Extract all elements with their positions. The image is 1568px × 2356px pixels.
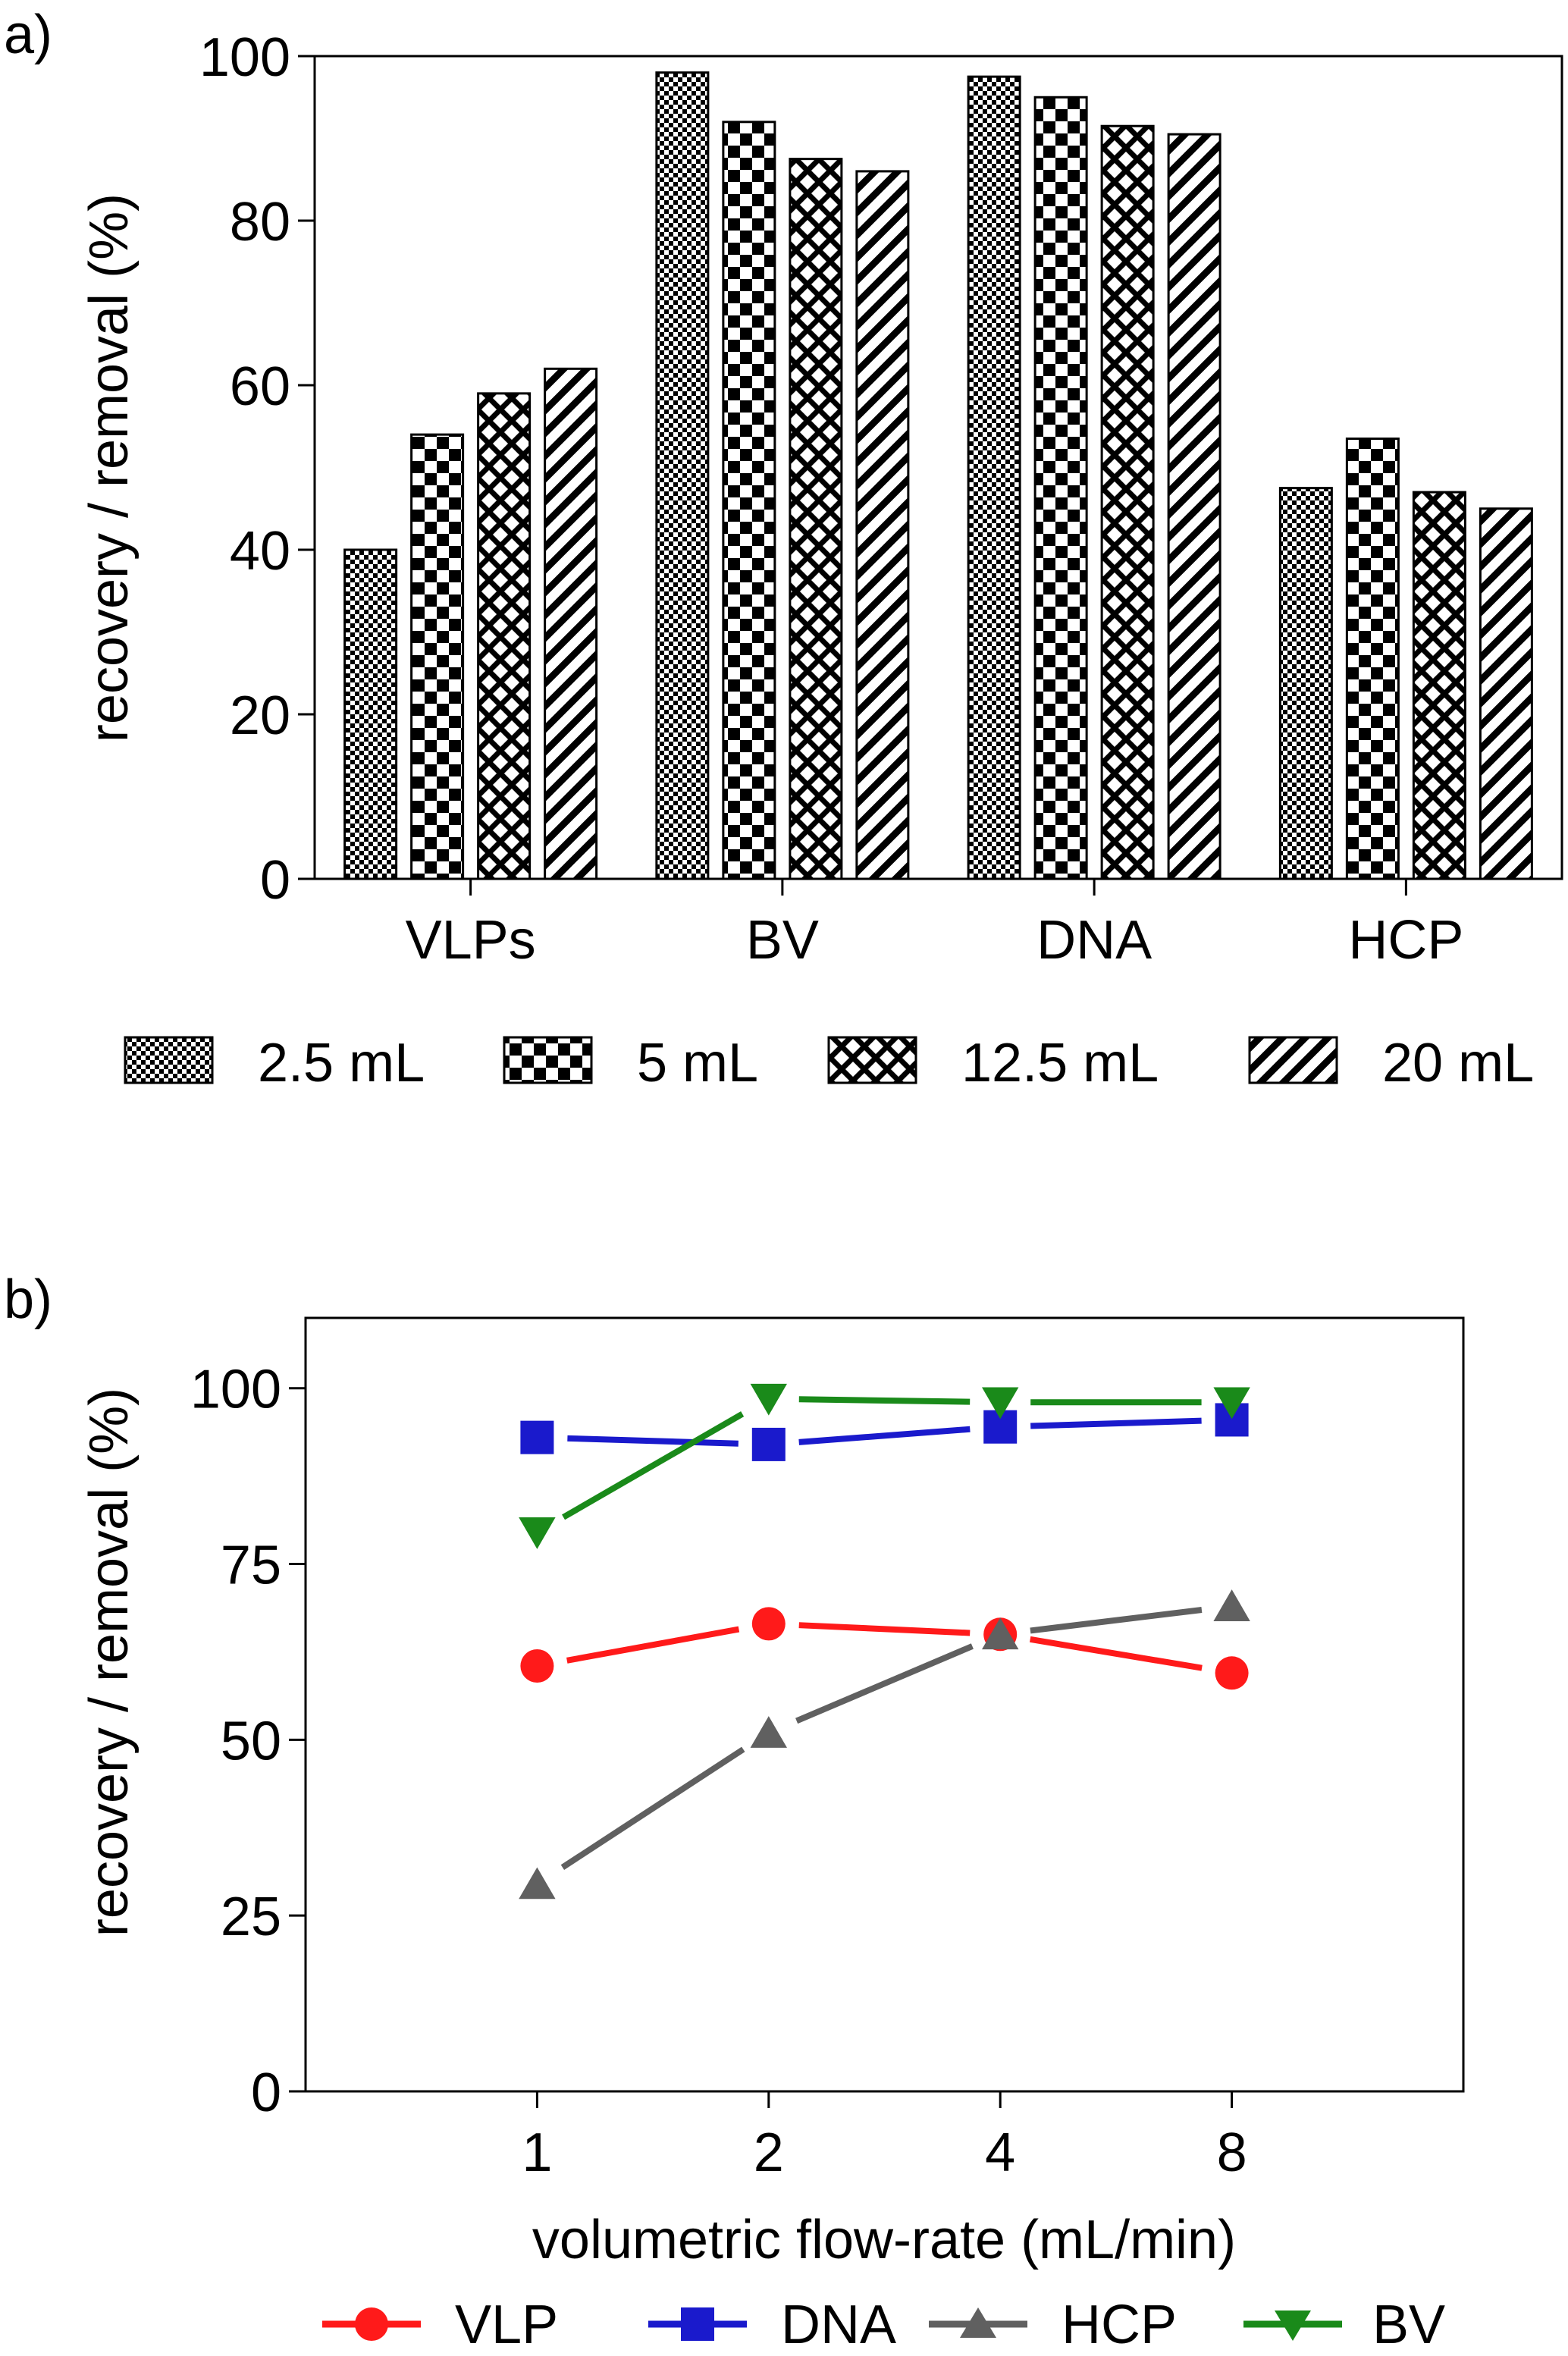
panel-a-x-ticks <box>469 879 1407 896</box>
legend-item-bv: BV <box>1243 2295 1445 2355</box>
panel-a-y-tick-labels: 0 20 40 60 80 100 <box>199 27 290 911</box>
series-vlp-line <box>566 1622 1203 1671</box>
panel-a-category-label-3: HCP <box>1348 910 1463 971</box>
panel-b-series <box>519 1383 1250 1900</box>
legend-label-dna: DNA <box>781 2295 896 2355</box>
panel-a-category-labels: VLPs BV DNA HCP <box>406 910 1464 971</box>
bar-bv-5ml <box>722 121 776 880</box>
series-hcp <box>519 1589 1250 1900</box>
series-bv-point-1 <box>750 1383 787 1416</box>
bar-vlps-2.5ml <box>343 548 398 880</box>
series-dna-line <box>567 1417 1202 1447</box>
bar-vlps-5ml <box>410 433 465 880</box>
panel-b-xtick-label-1: 2 <box>754 2122 784 2183</box>
bar-dna-5ml <box>1033 96 1088 880</box>
panel-a-ytick-label-1: 20 <box>230 685 290 746</box>
bar-dna-20ml <box>1167 133 1221 880</box>
series-bv-point-2 <box>982 1387 1019 1420</box>
panel-a-ytick-label-0: 0 <box>260 850 290 911</box>
panel-a-ylabel: recovery / removal (%) <box>79 193 140 742</box>
panel-a-category-label-1: BV <box>746 910 819 971</box>
series-bv-point-0 <box>519 1517 556 1549</box>
panel-b-x-ticks <box>535 2091 1234 2108</box>
panel-b-xtick-label-2: 4 <box>985 2122 1015 2183</box>
panel-a-category-label-0: VLPs <box>406 910 536 971</box>
legend-item-dna: DNA <box>648 2295 896 2355</box>
panel-b-ytick-label-2: 50 <box>221 1711 281 1771</box>
bar-hcp-5ml <box>1345 438 1400 880</box>
series-bv-point-3 <box>1213 1387 1250 1420</box>
legend-marker-vlp <box>355 2307 388 2341</box>
legend-label-2.5ml: 2.5 mL <box>258 1033 425 1093</box>
panel-b-ytick-label-0: 0 <box>251 2063 281 2123</box>
series-hcp-point-3 <box>1213 1589 1250 1621</box>
panel-b-label: b) <box>4 1269 52 1330</box>
panel-b-y-ticks <box>289 1387 306 2093</box>
panel-b-ylabel: recovery / removal (%) <box>79 1388 140 1937</box>
panel-b-xlabel: volumetric flow-rate (mL/min) <box>532 2210 1236 2270</box>
bar-vlps-12.5ml <box>477 392 532 880</box>
panel-a-ytick-label-3: 60 <box>230 356 290 417</box>
bar-bv-12.5ml <box>789 158 843 880</box>
legend-label-bv: BV <box>1372 2295 1445 2355</box>
legend-label-vlp: VLP <box>455 2295 558 2355</box>
panel-a: a) recovery / removal (%) 0 20 40 60 80 … <box>4 5 1563 1093</box>
bar-hcp-20ml <box>1479 507 1533 880</box>
panel-b-frame <box>304 1316 1465 2093</box>
panel-a-ytick-label-5: 100 <box>199 27 290 88</box>
bar-bv-20ml <box>855 170 910 880</box>
series-bv-line <box>562 1396 1202 1520</box>
panel-b-ytick-label-4: 100 <box>190 1360 281 1420</box>
legend-item-vlp: VLP <box>322 2295 558 2355</box>
panel-a-ytick-label-4: 80 <box>230 192 290 253</box>
panel-a-y-ticks <box>298 55 315 880</box>
panel-a-bars <box>343 71 1533 880</box>
bar-vlps-20ml <box>544 367 598 880</box>
bar-dna-12.5ml <box>1100 124 1155 880</box>
panel-b-ytick-label-3: 75 <box>221 1536 281 1596</box>
series-hcp-line <box>560 1607 1203 1870</box>
panel-b-xtick-label-3: 8 <box>1217 2122 1247 2183</box>
legend-swatch-12.5ml <box>827 1036 917 1084</box>
panel-b: b) recovery / removal (%) volumetric flo… <box>4 1269 1465 2355</box>
panel-a-category-label-2: DNA <box>1036 910 1152 971</box>
panel-b-legend: VLP DNA HCP BV <box>322 2295 1445 2355</box>
series-dna-point-0 <box>520 1420 554 1454</box>
legend-swatch-20ml <box>1248 1036 1338 1084</box>
legend-swatch-5ml <box>503 1036 593 1084</box>
bar-hcp-2.5ml <box>1278 487 1333 880</box>
legend-marker-hcp <box>960 2307 996 2338</box>
series-vlp <box>520 1607 1249 1690</box>
legend-label-20ml: 20 mL <box>1382 1033 1534 1093</box>
panel-b-x-tick-labels: 1 2 4 8 <box>522 2122 1247 2183</box>
series-hcp-point-2 <box>982 1617 1019 1650</box>
panel-a-ytick-label-2: 40 <box>230 521 290 582</box>
series-dna-point-1 <box>751 1427 786 1461</box>
panel-a-label: a) <box>4 5 52 65</box>
panel-b-ytick-label-1: 25 <box>221 1887 281 1947</box>
legend-item-hcp: HCP <box>929 2295 1177 2355</box>
series-vlp-point-0 <box>520 1649 554 1683</box>
series-vlp-point-3 <box>1215 1656 1249 1690</box>
series-vlp-point-1 <box>751 1607 786 1641</box>
panel-a-frame <box>313 55 1563 880</box>
panel-b-xtick-label-0: 1 <box>522 2122 552 2183</box>
series-bv <box>519 1383 1250 1549</box>
panel-a-legend: 2.5 mL 5 mL 12.5 mL 20 mL <box>124 1033 1534 1093</box>
legend-swatch-2.5ml <box>124 1036 214 1084</box>
bar-dna-2.5ml <box>967 75 1021 880</box>
legend-label-hcp: HCP <box>1062 2295 1177 2355</box>
legend-marker-bv <box>1275 2311 1311 2341</box>
series-dna <box>520 1403 1249 1461</box>
bar-hcp-12.5ml <box>1412 491 1466 880</box>
legend-label-12.5ml: 12.5 mL <box>961 1033 1159 1093</box>
series-hcp-point-0 <box>519 1867 556 1900</box>
legend-label-5ml: 5 mL <box>637 1033 758 1093</box>
bar-bv-2.5ml <box>655 71 710 880</box>
legend-marker-dna <box>681 2307 714 2341</box>
panel-b-y-tick-labels: 0 25 50 75 100 <box>190 1360 281 2123</box>
series-hcp-point-1 <box>750 1716 787 1748</box>
